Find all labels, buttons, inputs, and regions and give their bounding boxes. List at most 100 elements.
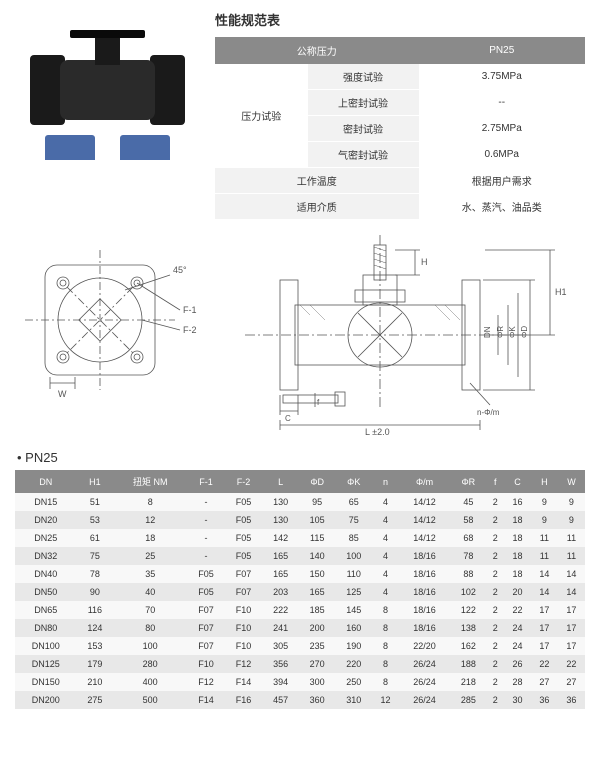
dims-cell: 165: [262, 547, 299, 565]
dims-cell: 26: [504, 655, 531, 673]
dims-cell: -: [187, 529, 225, 547]
dims-cell: 17: [531, 619, 558, 637]
dims-cell: F10: [225, 601, 263, 619]
dims-cell: F12: [225, 655, 263, 673]
dims-cell: 78: [450, 547, 487, 565]
dims-cell: 65: [335, 493, 372, 511]
dims-cell: 14/12: [399, 493, 450, 511]
dims-cell: 165: [299, 583, 336, 601]
dims-cell: 356: [262, 655, 299, 673]
dims-cell: 26/24: [399, 691, 450, 709]
dims-cell: 11: [531, 547, 558, 565]
dims-cell: DN125: [15, 655, 77, 673]
dims-cell: 30: [504, 691, 531, 709]
spec-header-0: 公称压力: [215, 37, 419, 64]
dims-cell: DN50: [15, 583, 77, 601]
dims-cell: 36: [558, 691, 585, 709]
svg-text:H1: H1: [555, 287, 567, 297]
dims-cell: 241: [262, 619, 299, 637]
dims-cell: 394: [262, 673, 299, 691]
dims-cell: 2: [487, 565, 504, 583]
dims-cell: 11: [531, 529, 558, 547]
dims-cell: 122: [450, 601, 487, 619]
dims-cell: 140: [299, 547, 336, 565]
dims-header: H: [531, 470, 558, 493]
spec-row-label: 密封试验: [308, 116, 419, 142]
spec-extra-label: 适用介质: [215, 194, 419, 220]
dims-cell: 9: [558, 493, 585, 511]
dims-header: H1: [77, 470, 114, 493]
dims-cell: F10: [225, 637, 263, 655]
dims-cell: 18/16: [399, 619, 450, 637]
dims-cell: 124: [77, 619, 114, 637]
dims-header: f: [487, 470, 504, 493]
dims-cell: 61: [77, 529, 114, 547]
spec-extra-value: 水、蒸汽、油品类: [419, 194, 586, 220]
dims-cell: 26/24: [399, 673, 450, 691]
dims-cell: 26/24: [399, 655, 450, 673]
pressure-test-label: 压力试验: [215, 64, 308, 168]
table-row: DN150210400F12F14394300250826/2421822827…: [15, 673, 585, 691]
dims-cell: 153: [77, 637, 114, 655]
dims-cell: 4: [372, 529, 399, 547]
dims-cell: DN32: [15, 547, 77, 565]
dims-cell: 100: [335, 547, 372, 565]
dims-cell: 12: [113, 511, 187, 529]
dims-cell: DN40: [15, 565, 77, 583]
dims-cell: 36: [531, 691, 558, 709]
svg-text:F-2: F-2: [183, 325, 197, 335]
table-row: DN125179280F10F12356270220826/2418822622…: [15, 655, 585, 673]
dims-cell: 9: [531, 493, 558, 511]
dims-cell: DN80: [15, 619, 77, 637]
dims-header: Φ/m: [399, 470, 450, 493]
svg-text:F-1: F-1: [183, 305, 197, 315]
dims-cell: 2: [487, 655, 504, 673]
dims-cell: 75: [77, 547, 114, 565]
dims-cell: DN20: [15, 511, 77, 529]
dims-cell: 2: [487, 619, 504, 637]
spec-extra-value: 根据用户需求: [419, 168, 586, 194]
dims-cell: 18: [504, 511, 531, 529]
dims-cell: F05: [187, 583, 225, 601]
dims-cell: 2: [487, 637, 504, 655]
dims-cell: 22: [558, 655, 585, 673]
spec-row-label: 强度试验: [308, 64, 419, 90]
dimensions-table: DNH1扭矩 NMF-1F-2LΦDΦKnΦ/mΦRfCHW DN15518-F…: [15, 470, 585, 709]
svg-text:f: f: [317, 398, 320, 407]
dims-cell: 145: [335, 601, 372, 619]
table-row: DN6511670F07F10222185145818/161222221717: [15, 601, 585, 619]
dims-cell: 18/16: [399, 565, 450, 583]
dims-cell: 17: [558, 637, 585, 655]
dims-cell: 310: [335, 691, 372, 709]
spec-title: 性能规范表: [215, 10, 585, 29]
dims-cell: 360: [299, 691, 336, 709]
dims-cell: 22: [531, 655, 558, 673]
dims-cell: 190: [335, 637, 372, 655]
dims-cell: 275: [77, 691, 114, 709]
dims-cell: 18/16: [399, 547, 450, 565]
dims-cell: 14/12: [399, 511, 450, 529]
dims-cell: 18/16: [399, 601, 450, 619]
spec-row-label: 上密封试验: [308, 90, 419, 116]
dims-cell: F05: [225, 529, 263, 547]
dims-cell: 500: [113, 691, 187, 709]
svg-text:ΦD: ΦD: [520, 326, 529, 338]
dims-cell: 18: [504, 529, 531, 547]
table-row: DN8012480F07F10241200160818/161382241717: [15, 619, 585, 637]
dims-cell: 14: [558, 565, 585, 583]
dims-cell: 125: [335, 583, 372, 601]
dims-cell: 188: [450, 655, 487, 673]
dims-cell: 105: [299, 511, 336, 529]
dims-cell: F05: [225, 493, 263, 511]
dims-cell: 218: [450, 673, 487, 691]
table-row: DN205312-F0513010575414/125821899: [15, 511, 585, 529]
dims-cell: 17: [531, 637, 558, 655]
svg-text:C: C: [285, 414, 291, 423]
svg-text:45°: 45°: [173, 265, 187, 275]
dims-cell: 2: [487, 493, 504, 511]
dims-header: F-1: [187, 470, 225, 493]
product-photo: [15, 20, 200, 165]
dims-cell: 280: [113, 655, 187, 673]
dims-cell: 130: [262, 511, 299, 529]
table-row: DN256118-F0514211585414/12682181111: [15, 529, 585, 547]
